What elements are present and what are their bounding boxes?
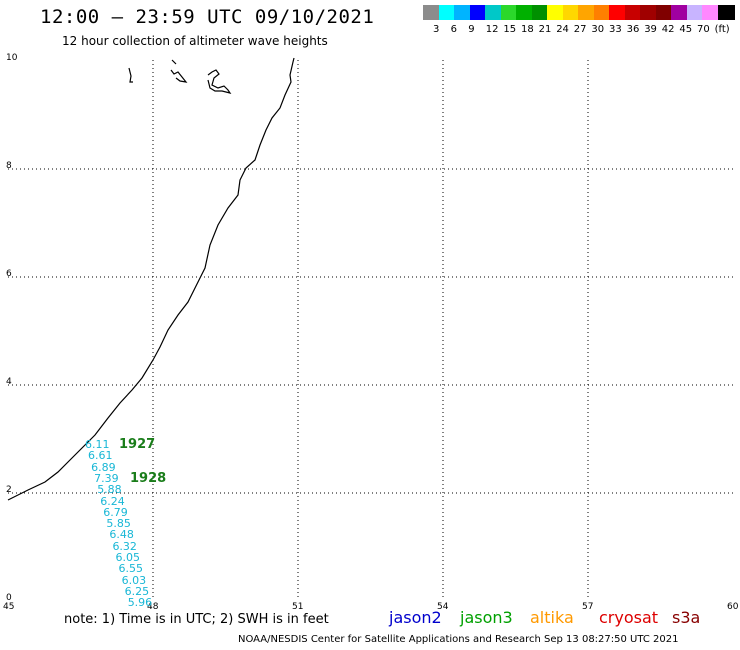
scale-label: 12 xyxy=(485,24,499,35)
satellite-legend-s3a: s3a xyxy=(672,608,701,627)
scale-swatch xyxy=(655,5,673,20)
scale-swatch xyxy=(454,5,471,20)
scale-swatch xyxy=(500,5,518,20)
y-axis-tick-label: 2 xyxy=(6,485,12,495)
x-axis-tick-label: 48 xyxy=(147,602,159,612)
satellite-legend-altika: altika xyxy=(530,608,574,627)
credit-line: NOAA/NESDIS Center for Satellite Applica… xyxy=(238,634,679,645)
y-axis-tick-label: 4 xyxy=(6,377,12,387)
satellite-legend-cryosat: cryosat xyxy=(599,608,659,627)
scale-swatch xyxy=(717,5,735,20)
scale-label: 70 xyxy=(697,24,710,35)
scale-label: 6 xyxy=(450,24,457,35)
scale-label: 3 xyxy=(433,24,440,35)
orbit-number-label: 1927 xyxy=(119,437,156,452)
scale-label: 45 xyxy=(679,24,693,35)
x-axis-tick-label: 60 xyxy=(727,602,739,612)
swh-value: 6.48 xyxy=(109,528,134,542)
scale-swatch xyxy=(516,5,533,20)
swh-value: 6.61 xyxy=(88,449,113,463)
scale-swatch xyxy=(609,5,626,20)
island-3 xyxy=(207,69,232,94)
swh-value: 6.24 xyxy=(100,494,125,508)
scale-label: 30 xyxy=(591,24,605,35)
scale-swatch xyxy=(485,5,502,20)
scale-swatch xyxy=(438,5,456,20)
satellite-legend-jason3: jason3 xyxy=(460,608,513,627)
swh-value: 7.39 xyxy=(94,471,119,485)
scale-swatch xyxy=(640,5,657,20)
scale-swatch xyxy=(593,5,611,20)
coastline xyxy=(7,57,295,501)
scale-label: 27 xyxy=(573,24,587,35)
swh-value: 6.25 xyxy=(124,584,150,598)
swh-value: 6.32 xyxy=(112,539,137,553)
scale-swatch xyxy=(578,5,595,20)
scale-label: 18 xyxy=(521,24,534,35)
y-axis-tick-label: 10 xyxy=(6,53,18,63)
swh-value: 6.79 xyxy=(103,505,128,519)
swh-value: 6.03 xyxy=(121,573,147,587)
x-axis-tick-label: 51 xyxy=(292,602,304,612)
y-axis-tick-label: 6 xyxy=(6,269,12,279)
swh-value: 5.88 xyxy=(97,483,122,497)
scale-swatch xyxy=(562,5,580,20)
page-title: 12:00 – 23:59 UTC 09/10/2021 xyxy=(40,6,375,28)
scale-label: 39 xyxy=(644,24,657,35)
swh-value: 5.85 xyxy=(106,517,131,531)
swh-value: 6.05 xyxy=(115,551,141,564)
scale-swatch xyxy=(686,5,704,20)
lat-lon-grid xyxy=(8,60,733,600)
page-subtitle: 12 hour collection of altimeter wave hei… xyxy=(62,34,328,48)
scale-swatch xyxy=(671,5,688,20)
scale-swatch xyxy=(624,5,642,20)
x-axis-tick-label: 45 xyxy=(3,602,15,612)
y-axis-tick-label: 8 xyxy=(6,161,12,171)
scale-swatch xyxy=(547,5,564,20)
units-note: note: 1) Time is in UTC; 2) SWH is in fe… xyxy=(64,612,329,627)
scale-swatch xyxy=(423,5,440,20)
swh-value: 6.55 xyxy=(118,562,144,576)
swh-value: 6.89 xyxy=(91,460,116,474)
island-1 xyxy=(128,67,133,83)
scale-label: 36 xyxy=(626,24,640,35)
scale-label: 15 xyxy=(503,24,517,35)
scale-swatch xyxy=(531,5,549,20)
scale-label: 24 xyxy=(556,24,569,35)
scale-swatch xyxy=(469,5,487,20)
scale-label: 33 xyxy=(609,24,622,35)
wave-height-color-scale: 3 6 9 12 15 18 21 24 27 30 33 36 39 42 45 70 (ft) xyxy=(423,5,735,39)
x-axis-tick-label: 57 xyxy=(582,602,594,612)
small-islands xyxy=(128,59,232,94)
scale-label: 9 xyxy=(468,24,475,35)
y-axis-tick-label: 0 xyxy=(6,593,12,603)
swh-value: 6.11 xyxy=(85,438,110,451)
island-2 xyxy=(170,59,188,83)
scale-label: (ft) xyxy=(714,24,730,35)
scale-label: 42 xyxy=(661,24,675,35)
scale-swatch xyxy=(702,5,719,20)
orbit-number-label: 1928 xyxy=(130,471,167,486)
scale-label: 21 xyxy=(538,24,552,35)
x-axis-tick-label: 54 xyxy=(437,602,449,612)
satellite-legend-jason2: jason2 xyxy=(389,608,442,627)
swh-value: 5.96 xyxy=(127,596,153,610)
